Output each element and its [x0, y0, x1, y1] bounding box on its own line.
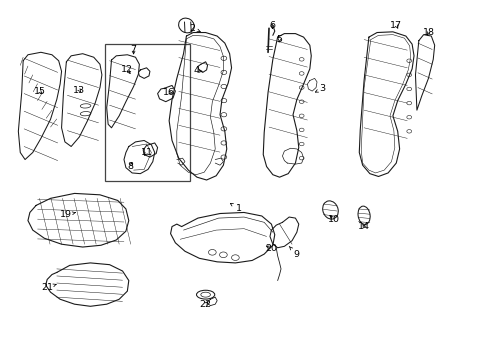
- Text: 20: 20: [266, 244, 277, 253]
- Text: 18: 18: [422, 28, 435, 37]
- Bar: [105, 44, 190, 181]
- Text: 14: 14: [358, 222, 370, 231]
- Text: 12: 12: [122, 66, 133, 75]
- Text: 21: 21: [41, 283, 56, 292]
- Text: 5: 5: [276, 35, 283, 44]
- Text: 2: 2: [189, 24, 200, 33]
- Text: 8: 8: [128, 162, 134, 171]
- Text: 11: 11: [141, 148, 152, 157]
- Text: 22: 22: [199, 300, 212, 309]
- Text: 17: 17: [390, 21, 402, 30]
- Text: 13: 13: [74, 86, 85, 95]
- Text: 3: 3: [316, 85, 325, 94]
- Text: 15: 15: [33, 87, 46, 96]
- Text: 19: 19: [60, 210, 75, 219]
- Text: 6: 6: [269, 21, 275, 30]
- Text: 16: 16: [163, 88, 175, 97]
- Text: 10: 10: [328, 215, 340, 224]
- Text: 9: 9: [289, 246, 300, 259]
- Text: 1: 1: [230, 203, 242, 213]
- Text: 7: 7: [131, 45, 137, 54]
- Text: 4: 4: [193, 66, 202, 75]
